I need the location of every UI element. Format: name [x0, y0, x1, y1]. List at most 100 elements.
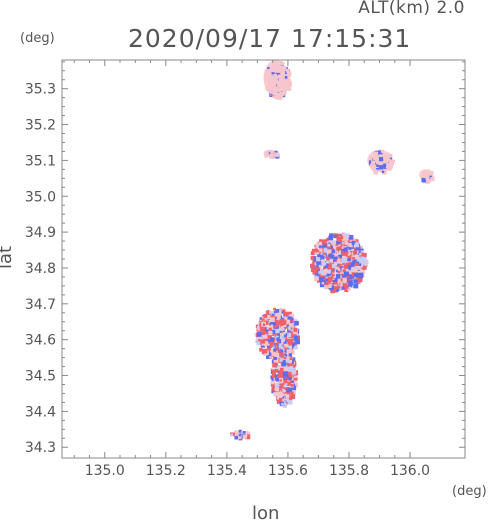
echo-cell [291, 369, 297, 375]
echo-cell [321, 245, 324, 248]
echo-cell [282, 396, 285, 399]
echo-cell [255, 338, 259, 342]
echo-cell [293, 344, 298, 350]
y-tick-label: 34.7 [25, 297, 56, 313]
echo-cell [286, 399, 289, 403]
echo-cell [336, 235, 340, 239]
echo-cell [266, 334, 272, 340]
echo-cell [324, 269, 328, 273]
echo-cell [319, 282, 325, 288]
echo-cell [289, 346, 292, 350]
echo-cell [271, 370, 276, 375]
echo-cell [354, 242, 359, 248]
echo-cell [355, 254, 360, 260]
echo-cell [277, 349, 282, 353]
echo-cell [381, 160, 385, 164]
echo-cell [288, 366, 294, 372]
echo-cell [278, 93, 283, 98]
echo-cell [279, 379, 282, 382]
echo-cell [359, 253, 362, 256]
echo-cell [428, 175, 432, 179]
echo-cell [279, 321, 283, 325]
echo-cell [288, 373, 293, 378]
echo-cell [328, 263, 333, 268]
echo-cell [422, 179, 426, 183]
echo-cell [343, 264, 348, 269]
echo-cell [347, 235, 350, 238]
echo-cell [326, 269, 331, 274]
echo-cell [270, 376, 273, 379]
echo-cell [283, 323, 288, 328]
echo-cell [288, 370, 293, 375]
echo-cell [329, 234, 332, 238]
echo-cell [277, 78, 281, 82]
echo-cell [259, 335, 263, 339]
echo-cell [337, 246, 340, 250]
echo-cell [321, 262, 327, 267]
echo-cell [378, 157, 384, 162]
echo-cell [285, 358, 290, 363]
echo-cell [347, 286, 351, 291]
echo-cell [284, 68, 287, 71]
echo-cell [340, 281, 345, 286]
echo-cell [262, 334, 268, 339]
echo-cell [356, 260, 360, 264]
echo-cell [351, 260, 356, 264]
echo-cell [357, 277, 363, 283]
echo-cell [311, 248, 316, 253]
echo-cell [280, 388, 284, 392]
echo-cell [326, 240, 330, 244]
echo-cell [290, 349, 293, 353]
echo-cell [277, 366, 281, 370]
echo-cell [344, 250, 349, 255]
echo-cell [385, 166, 389, 169]
echo-cell [290, 394, 296, 400]
echo-cell [383, 159, 388, 164]
echo-cell [360, 245, 363, 249]
echo-cell [347, 269, 353, 275]
echo-cell [273, 85, 276, 88]
echo-cell [332, 277, 337, 283]
echo-cell [333, 286, 338, 290]
echo-cell [294, 374, 298, 378]
echo-cell [314, 272, 318, 276]
echo-cell [259, 317, 263, 320]
x-tick-label: 135.0 [85, 463, 125, 479]
echo-cell [343, 271, 349, 277]
echo-cell [279, 87, 283, 92]
echo-cell [245, 431, 251, 436]
echo-cell [346, 276, 350, 279]
echo-cell [282, 403, 287, 408]
echo-cell [276, 395, 281, 400]
echo-cell [350, 262, 355, 267]
echo-cell [276, 89, 280, 92]
echo-cell [273, 87, 278, 93]
echo-cell [291, 357, 296, 362]
echo-cell [353, 238, 356, 241]
echo-cell [335, 240, 340, 245]
echo-cell [321, 273, 325, 278]
echo-cell [259, 319, 262, 322]
echo-cell [282, 90, 287, 95]
echo-cell [266, 339, 272, 345]
echo-cell [350, 266, 355, 272]
echo-cell [318, 245, 322, 248]
echo-cell [294, 320, 299, 326]
y-tick-label: 34.9 [25, 225, 56, 241]
echo-cell [278, 61, 283, 66]
echo-cell [361, 261, 366, 266]
echo-cell [324, 281, 328, 286]
x-tick-label: 135.6 [268, 463, 308, 479]
echo-cell [314, 248, 318, 252]
echo-cell [289, 365, 293, 369]
echo-cell [324, 265, 328, 269]
echo-cell [281, 342, 284, 345]
echo-cell [286, 78, 291, 83]
echo-cell [332, 266, 338, 272]
echo-cell [347, 239, 351, 243]
y-tick-label: 34.6 [25, 333, 56, 349]
echo-cell [259, 348, 263, 352]
echo-cell [327, 243, 331, 247]
echo-cell [345, 238, 349, 241]
echo-cell [287, 375, 293, 380]
